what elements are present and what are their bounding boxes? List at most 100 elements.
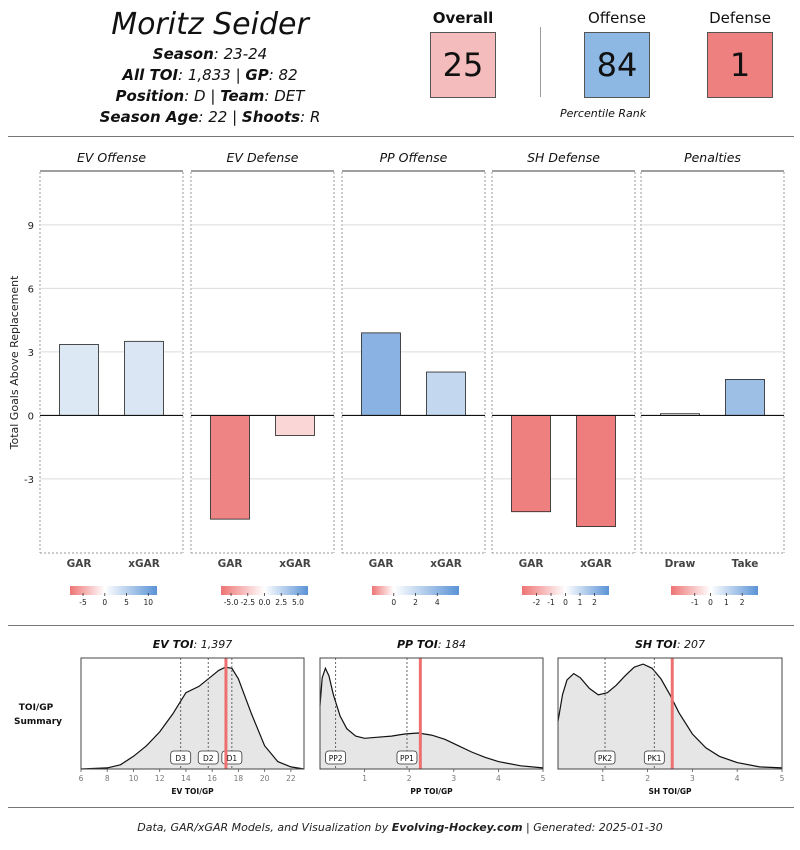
color-scale-label: -2.5 bbox=[240, 598, 255, 607]
player-name: Moritz Seider bbox=[111, 7, 309, 42]
toi-title-value: : 1,397 bbox=[194, 638, 233, 651]
bar-xgar bbox=[426, 371, 466, 416]
offense-label: Offense bbox=[588, 9, 646, 27]
y-tick-label: -3 bbox=[24, 475, 34, 486]
toi-panel-title: PP TOI: 184 bbox=[397, 638, 466, 651]
line-marker-box bbox=[197, 750, 219, 765]
y-tick-label: 0 bbox=[28, 411, 34, 422]
color-scale-bar bbox=[522, 586, 609, 595]
panel-penalties: Penalties Draw Take -1 0 1 2 bbox=[640, 150, 785, 607]
toi-panel-ev-toi: EV TOI: 1,397 D3 D2 D1 6 8 10 12 14 16 18 20 22 EV TO… bbox=[79, 638, 305, 796]
color-scale-label: -1 bbox=[547, 598, 555, 607]
line-marker-label: PK1 bbox=[647, 754, 661, 763]
offense-rank: Offense 84 bbox=[579, 7, 655, 98]
x-tick-label: Draw bbox=[665, 558, 696, 570]
defense-rank: Defense 1 bbox=[702, 7, 778, 98]
density-area bbox=[558, 664, 782, 769]
toi-panel-pp-toi: PP TOI: 184 PP2 PP1 1 2 3 4 5 PP TOI/GP bbox=[319, 638, 546, 796]
x-tick-label: 3 bbox=[690, 774, 695, 783]
bar-take bbox=[725, 379, 765, 416]
age-line: Season Age: 22 | Shoots: R bbox=[99, 108, 321, 126]
panel-title: SH Defense bbox=[527, 150, 600, 165]
x-tick-label: 16 bbox=[207, 774, 217, 783]
panel-sh-defense: SH Defense GAR xGAR -2 -1 0 1 2 bbox=[491, 150, 636, 607]
offense-value: 84 bbox=[584, 32, 650, 98]
bar-gar bbox=[210, 415, 250, 520]
line-marker-box bbox=[170, 750, 192, 765]
x-tick-label: 4 bbox=[496, 774, 501, 783]
overall-value: 25 bbox=[430, 32, 496, 98]
toi-title-bold: SH TOI bbox=[635, 638, 677, 651]
x-axis-title: SH TOI/GP bbox=[649, 787, 692, 796]
x-tick-label: 1 bbox=[362, 774, 367, 783]
y-tick-label: 3 bbox=[28, 348, 34, 359]
x-tick-label: 18 bbox=[234, 774, 244, 783]
x-tick-label: xGAR bbox=[128, 558, 160, 570]
color-scale-label: 1 bbox=[724, 598, 729, 607]
color-scale-label: 2 bbox=[592, 598, 597, 607]
bar-gar bbox=[511, 415, 551, 513]
overall-label: Overall bbox=[432, 9, 494, 27]
rank-divider bbox=[540, 27, 541, 97]
toi-line: All TOI: 1,833 | GP: 82 bbox=[122, 66, 298, 84]
overall-rank: Overall 25 bbox=[425, 7, 501, 98]
x-tick-label: 20 bbox=[260, 774, 270, 783]
x-tick-label: 22 bbox=[286, 774, 296, 783]
toi-title-bold: PP TOI bbox=[397, 638, 438, 651]
x-tick-label: 1 bbox=[600, 774, 605, 783]
x-axis-title: PP TOI/GP bbox=[410, 787, 453, 796]
panel-title: Penalties bbox=[684, 150, 741, 165]
color-scale-bar bbox=[221, 586, 308, 595]
x-tick-label: GAR bbox=[67, 558, 92, 570]
divider-top bbox=[8, 136, 794, 137]
color-scale-label: 0 bbox=[708, 598, 713, 607]
x-tick-label: xGAR bbox=[580, 558, 612, 570]
x-tick-label: xGAR bbox=[430, 558, 462, 570]
panel-title: EV Offense bbox=[77, 150, 146, 165]
color-scale-label: -5.0 bbox=[224, 598, 239, 607]
player-header: Moritz Seider Season: 23-24 All TOI: 1,8… bbox=[60, 6, 360, 128]
x-tick-label: 8 bbox=[105, 774, 110, 783]
divider-bottom bbox=[8, 807, 794, 808]
position-line: Position: D | Team: DET bbox=[115, 87, 305, 105]
color-scale-label: -2 bbox=[533, 598, 541, 607]
color-scale-label: 0 bbox=[391, 598, 396, 607]
line-marker-label: D1 bbox=[227, 754, 238, 763]
x-tick-label: 2 bbox=[407, 774, 412, 783]
color-scale-label: 10 bbox=[144, 598, 154, 607]
color-scale-label: -1 bbox=[691, 598, 699, 607]
x-tick-label: 10 bbox=[129, 774, 139, 783]
x-tick-label: 4 bbox=[735, 774, 740, 783]
defense-label: Defense bbox=[709, 9, 771, 27]
bar-xgar bbox=[124, 340, 164, 416]
color-scale-label: 0 bbox=[102, 598, 107, 607]
color-scale-label: 0 bbox=[563, 598, 568, 607]
row-label-toi: TOI/GP bbox=[19, 703, 54, 713]
x-tick-label: 3 bbox=[451, 774, 456, 783]
line-marker-box bbox=[396, 750, 418, 765]
panel-title: PP Offense bbox=[380, 150, 448, 165]
x-tick-label: Take bbox=[732, 558, 759, 570]
defense-value: 1 bbox=[707, 32, 773, 98]
bar-gar bbox=[361, 332, 401, 416]
y-axis-title: Total Goals Above Replacement bbox=[8, 275, 21, 450]
x-tick-label: xGAR bbox=[279, 558, 311, 570]
density-line bbox=[557, 663, 783, 769]
color-scale-label: 2 bbox=[740, 598, 745, 607]
color-scale-bar bbox=[372, 586, 459, 595]
y-tick-label: 9 bbox=[28, 221, 34, 232]
bar-gar bbox=[59, 344, 99, 416]
density-area bbox=[81, 667, 304, 769]
footer-site[interactable]: Evolving-Hockey.com bbox=[391, 821, 523, 834]
x-tick-label: 12 bbox=[155, 774, 165, 783]
color-scale-label: 1 bbox=[578, 598, 583, 607]
color-scale-label: 5.0 bbox=[292, 598, 304, 607]
x-tick-label: 5 bbox=[541, 774, 546, 783]
panel-ev-offense: EV Offense GAR xGAR -5 0 5 10 bbox=[39, 150, 184, 607]
color-scale-label: 5 bbox=[124, 598, 129, 607]
bar-xgar bbox=[275, 415, 315, 436]
bar-xgar bbox=[576, 415, 616, 527]
color-scale-label: -5 bbox=[79, 598, 87, 607]
toi-title-value: : 207 bbox=[677, 638, 705, 651]
